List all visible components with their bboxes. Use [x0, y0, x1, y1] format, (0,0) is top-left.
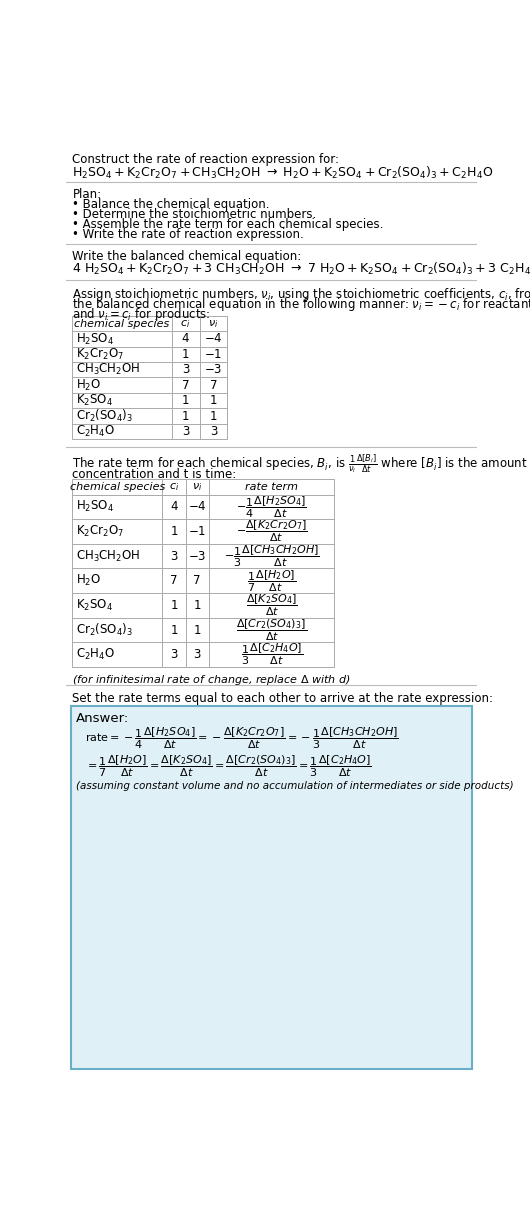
Text: $\mathregular{CH_3CH_2OH}$: $\mathregular{CH_3CH_2OH}$ [76, 548, 140, 564]
Text: (assuming constant volume and no accumulation of intermediates or side products): (assuming constant volume and no accumul… [76, 782, 513, 791]
Text: 3: 3 [170, 649, 178, 661]
Text: 3: 3 [182, 364, 189, 377]
Text: chemical species: chemical species [74, 319, 170, 329]
Text: 1: 1 [182, 394, 189, 407]
Text: $\mathregular{H_2SO_4 + K_2Cr_2O_7 + CH_3CH_2OH\ \rightarrow\ H_2O + K_2SO_4 + C: $\mathregular{H_2SO_4 + K_2Cr_2O_7 + CH_… [73, 165, 493, 181]
Text: $-$1: $-$1 [188, 525, 206, 538]
Text: 3: 3 [210, 425, 217, 437]
Text: 7: 7 [210, 378, 217, 391]
Text: Write the balanced chemical equation:: Write the balanced chemical equation: [73, 250, 302, 263]
Text: concentration and t is time:: concentration and t is time: [73, 469, 237, 481]
Text: 1: 1 [182, 410, 189, 423]
Text: $\mathregular{K_2Cr_2O_7}$: $\mathregular{K_2Cr_2O_7}$ [76, 347, 125, 362]
Text: 7: 7 [182, 378, 189, 391]
Text: $-\dfrac{1}{3}\dfrac{\Delta[CH_3CH_2OH]}{\Delta t}$: $-\dfrac{1}{3}\dfrac{\Delta[CH_3CH_2OH]}… [224, 544, 320, 569]
Text: 3: 3 [170, 550, 178, 563]
Text: (for infinitesimal rate of change, replace $\Delta$ with $d$): (for infinitesimal rate of change, repla… [73, 673, 351, 687]
Text: • Assemble the rate term for each chemical species.: • Assemble the rate term for each chemic… [73, 219, 384, 231]
Text: $\dfrac{\Delta[Cr_2(SO_4)_3]}{\Delta t}$: $\dfrac{\Delta[Cr_2(SO_4)_3]}{\Delta t}$ [236, 617, 307, 643]
Text: $\mathregular{Cr_2(SO_4)_3}$: $\mathregular{Cr_2(SO_4)_3}$ [76, 408, 134, 424]
Text: $-$1: $-$1 [205, 348, 223, 361]
Text: 7: 7 [193, 574, 201, 587]
Text: $\mathregular{C_2H_4O}$: $\mathregular{C_2H_4O}$ [76, 647, 116, 662]
Text: $-\dfrac{\Delta[K_2Cr_2O_7]}{\Delta t}$: $-\dfrac{\Delta[K_2Cr_2O_7]}{\Delta t}$ [236, 518, 307, 545]
Text: $\dfrac{1}{7}\dfrac{\Delta[H_2O]}{\Delta t}$: $\dfrac{1}{7}\dfrac{\Delta[H_2O]}{\Delta… [247, 568, 296, 593]
Text: 7: 7 [170, 574, 178, 587]
Text: $\mathregular{H_2O}$: $\mathregular{H_2O}$ [76, 378, 101, 393]
Text: and $\nu_i = c_i$ for products:: and $\nu_i = c_i$ for products: [73, 306, 211, 323]
Text: the balanced chemical equation in the following manner: $\nu_i = -c_i$ for react: the balanced chemical equation in the fo… [73, 296, 530, 313]
Text: 1: 1 [193, 623, 201, 637]
Text: Answer:: Answer: [76, 712, 129, 725]
Text: $c_i$: $c_i$ [181, 318, 191, 330]
Text: $\mathregular{CH_3CH_2OH}$: $\mathregular{CH_3CH_2OH}$ [76, 362, 140, 377]
Text: 3: 3 [193, 649, 201, 661]
Text: • Write the rate of reaction expression.: • Write the rate of reaction expression. [73, 228, 304, 242]
Text: 1: 1 [170, 623, 178, 637]
Text: $\dfrac{1}{3}\dfrac{\Delta[C_2H_4O]}{\Delta t}$: $\dfrac{1}{3}\dfrac{\Delta[C_2H_4O]}{\De… [241, 641, 303, 668]
Text: $\mathregular{C_2H_4O}$: $\mathregular{C_2H_4O}$ [76, 424, 116, 439]
Text: $c_i$: $c_i$ [169, 481, 179, 493]
Text: $\mathregular{K_2SO_4}$: $\mathregular{K_2SO_4}$ [76, 598, 113, 612]
Text: $\mathregular{4\ H_2SO_4 + K_2Cr_2O_7 + 3\ CH_3CH_2OH\ \rightarrow\ 7\ H_2O + K_: $\mathregular{4\ H_2SO_4 + K_2Cr_2O_7 + … [73, 261, 530, 278]
Text: 1: 1 [193, 599, 201, 612]
Text: $-$4: $-$4 [204, 332, 223, 345]
Text: • Determine the stoichiometric numbers.: • Determine the stoichiometric numbers. [73, 208, 317, 221]
Text: $= \dfrac{1}{7}\dfrac{\Delta[H_2O]}{\Delta t} = \dfrac{\Delta[K_2SO_4]}{\Delta t: $= \dfrac{1}{7}\dfrac{\Delta[H_2O]}{\Del… [85, 754, 372, 779]
Bar [73, 316, 227, 439]
Text: chemical species: chemical species [70, 482, 165, 492]
Text: $\dfrac{\Delta[K_2SO_4]}{\Delta t}$: $\dfrac{\Delta[K_2SO_4]}{\Delta t}$ [246, 593, 297, 618]
Text: $-$3: $-$3 [205, 364, 223, 377]
Text: $\mathrm{rate} = -\dfrac{1}{4}\dfrac{\Delta[H_2SO_4]}{\Delta t} = -\dfrac{\Delta: $\mathrm{rate} = -\dfrac{1}{4}\dfrac{\De… [85, 726, 399, 751]
FancyBboxPatch shape [71, 705, 472, 1069]
Text: $-\dfrac{1}{4}\dfrac{\Delta[H_2SO_4]}{\Delta t}$: $-\dfrac{1}{4}\dfrac{\Delta[H_2SO_4]}{\D… [236, 494, 307, 519]
Text: rate term: rate term [245, 482, 298, 492]
Text: Assign stoichiometric numbers, $\nu_i$, using the stoichiometric coefficients, $: Assign stoichiometric numbers, $\nu_i$, … [73, 286, 530, 303]
Text: $\mathregular{K_2SO_4}$: $\mathregular{K_2SO_4}$ [76, 393, 113, 408]
Text: 1: 1 [210, 394, 217, 407]
Text: 1: 1 [182, 348, 189, 361]
Text: 1: 1 [210, 410, 217, 423]
Text: • Balance the chemical equation.: • Balance the chemical equation. [73, 198, 270, 211]
Text: $\mathregular{H_2O}$: $\mathregular{H_2O}$ [76, 574, 101, 588]
Text: Plan:: Plan: [73, 188, 102, 201]
Text: $\nu_i$: $\nu_i$ [208, 318, 219, 330]
Text: 3: 3 [182, 425, 189, 437]
Text: $\mathregular{H_2SO_4}$: $\mathregular{H_2SO_4}$ [76, 331, 114, 347]
Text: $\mathregular{H_2SO_4}$: $\mathregular{H_2SO_4}$ [76, 499, 114, 515]
Text: $\mathregular{K_2Cr_2O_7}$: $\mathregular{K_2Cr_2O_7}$ [76, 524, 125, 539]
Text: 1: 1 [170, 525, 178, 538]
Text: The rate term for each chemical species, $B_i$, is $\frac{1}{\nu_i}\frac{\Delta[: The rate term for each chemical species,… [73, 453, 528, 476]
Text: 4: 4 [170, 500, 178, 513]
Text: Set the rate terms equal to each other to arrive at the rate expression:: Set the rate terms equal to each other t… [73, 692, 493, 704]
Text: 1: 1 [170, 599, 178, 612]
Text: Construct the rate of reaction expression for:: Construct the rate of reaction expressio… [73, 152, 339, 165]
Text: $-$4: $-$4 [188, 500, 207, 513]
Text: $-$3: $-$3 [188, 550, 206, 563]
Text: $\nu_i$: $\nu_i$ [192, 481, 202, 493]
Text: 4: 4 [182, 332, 189, 345]
Text: $\mathregular{Cr_2(SO_4)_3}$: $\mathregular{Cr_2(SO_4)_3}$ [76, 622, 134, 638]
Bar [73, 480, 334, 667]
